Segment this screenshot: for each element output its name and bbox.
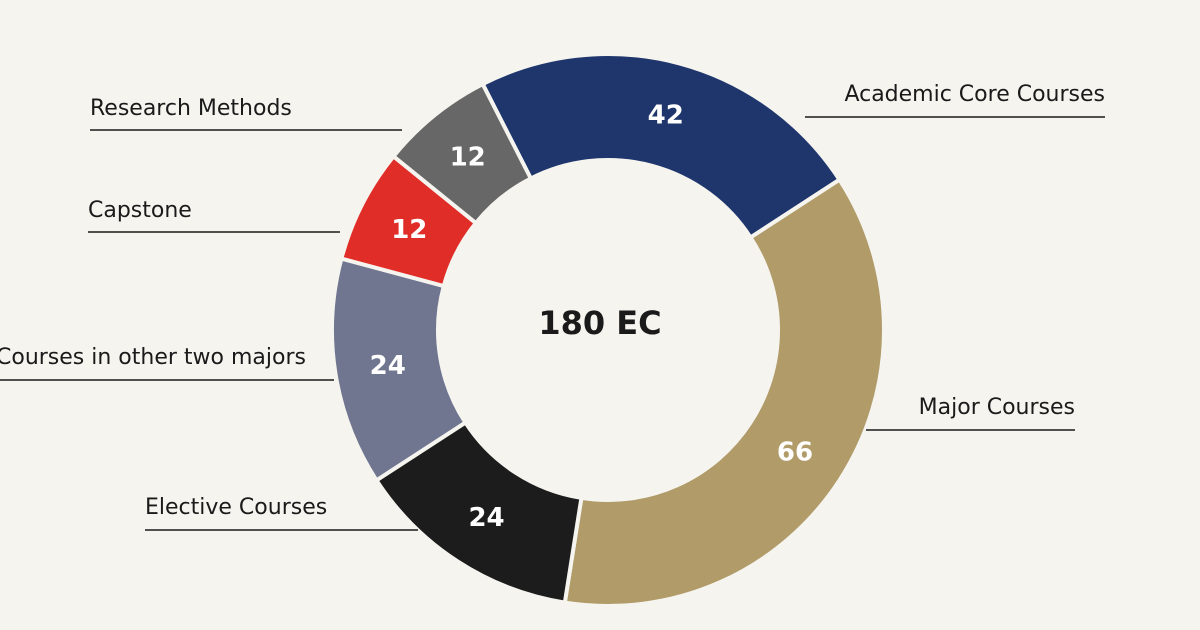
slice-academic-core-courses (480, 52, 843, 241)
slice-value-courses-in-other-two-majors: 24 (370, 351, 406, 381)
callouts-layer: Academic Core Courses Major Courses Electi… (0, 82, 1105, 531)
callout-label-elective-courses: Elective Courses (145, 495, 327, 520)
callout-label-research-methods: Research Methods (90, 96, 292, 121)
callout-label-academic-core-courses: Academic Core Courses (844, 82, 1105, 107)
slice-value-capstone: 12 (391, 215, 427, 245)
slice-value-academic-core-courses: 42 (648, 101, 684, 131)
center-total-label: 180 EC (538, 304, 661, 342)
callout-label-capstone: Capstone (88, 198, 192, 223)
slice-major-courses (562, 176, 886, 608)
callout-label-courses-in-other-two-majors: Courses in other two majors (0, 345, 306, 370)
slice-research-methods (390, 81, 534, 226)
slice-value-major-courses: 66 (777, 437, 813, 467)
slices-layer: 42 66 24 24 12 12 (330, 52, 886, 608)
slice-value-research-methods: 12 (450, 143, 486, 173)
slice-value-elective-courses: 24 (468, 503, 504, 533)
callout-label-major-courses: Major Courses (919, 395, 1075, 420)
